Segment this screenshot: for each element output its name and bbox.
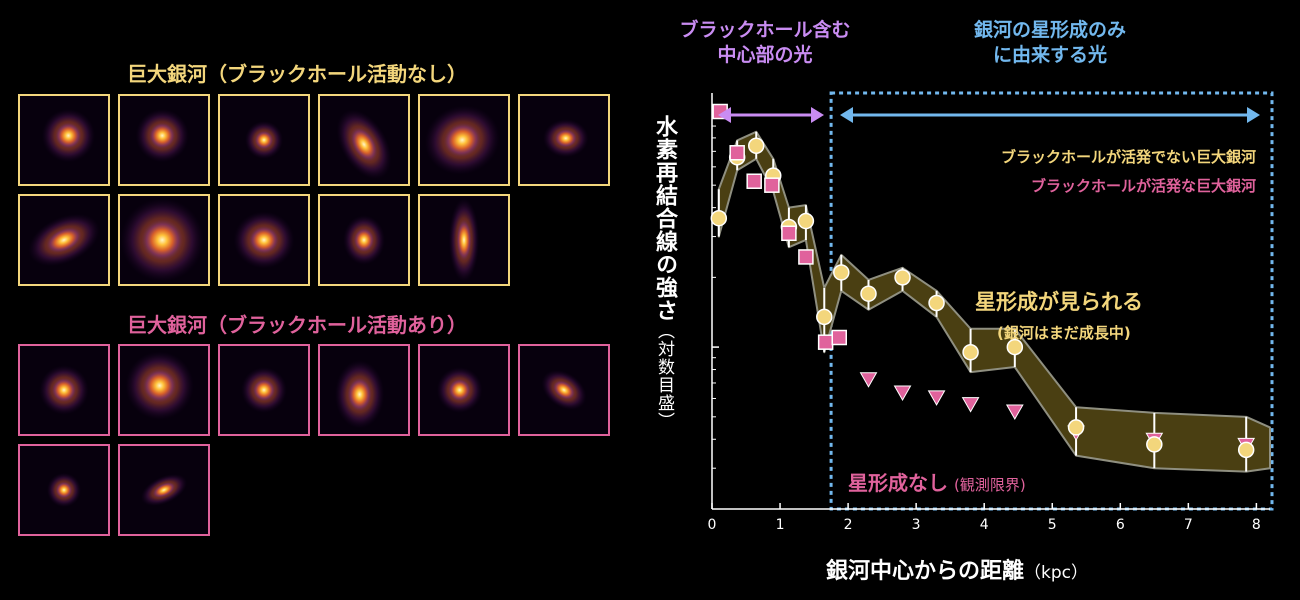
galaxy-thumbnail (318, 194, 410, 286)
galaxy-thumbnail (318, 344, 410, 436)
x-tick-label: 4 (980, 517, 989, 533)
galaxy-thumbnail (218, 344, 310, 436)
galaxy-thumbnail (18, 194, 110, 286)
active-data-point (764, 177, 780, 193)
upper-limit-marker (961, 397, 980, 413)
x-axis-label-unit: （kpc） (1024, 563, 1088, 583)
galaxy-thumbnail (118, 444, 210, 536)
annotation-no-star-formation: 星形成なし (観測限界) (848, 467, 1026, 496)
y-axis-label: 水素再結合線の強さ（対数目盛） (648, 115, 680, 430)
galaxy-thumbnail (218, 194, 310, 286)
galaxy-thumbnail (118, 194, 210, 286)
x-tick-label: 3 (912, 517, 921, 533)
core-light-header-line1: ブラックホール含む (679, 19, 851, 41)
star-formation-header-line1: 銀河の星形成のみ (973, 19, 1126, 41)
inactive-data-point (1146, 436, 1163, 453)
star-formation-header: 銀河の星形成のみ に由来する光 (920, 18, 1180, 68)
star-formation-header-line2: に由来する光 (992, 44, 1107, 66)
x-axis-label: 銀河中心からの距離（kpc） (826, 553, 1088, 585)
x-tick-label: 0 (708, 517, 717, 533)
galaxy-thumbnail (418, 194, 510, 286)
galaxy-thumbnail (18, 344, 110, 436)
x-tick-label: 7 (1184, 517, 1193, 533)
galaxy-thumbnail (18, 444, 110, 536)
y-axis-label-main: 水素再結合線の強さ (652, 115, 677, 322)
galaxy-thumbnail (418, 344, 510, 436)
star-formation-region-arrow (840, 107, 1260, 123)
active-data-point (781, 225, 797, 242)
galaxy-thumbnail (118, 344, 210, 436)
upper-limit-marker (927, 390, 946, 406)
inactive-group-title: 巨大銀河（ブラックホール活動なし） (127, 62, 467, 86)
x-tick-label: 5 (1048, 517, 1057, 533)
active-data-point (831, 329, 848, 346)
core-light-header: ブラックホール含む 中心部の光 (640, 18, 890, 68)
galaxy-thumbnail (518, 344, 610, 436)
active-data-point (798, 249, 814, 265)
inactive-data-point (747, 137, 765, 154)
inactive-data-point (710, 209, 728, 227)
legend-inactive: ブラックホールが活発でない巨大銀河 (1000, 148, 1256, 166)
x-tick-label: 8 (1252, 517, 1261, 533)
active-group-title: 巨大銀河（ブラックホール活動あり） (127, 313, 467, 337)
upper-limit-marker (1005, 404, 1024, 420)
annotation-no-star-formation-main: 星形成なし (848, 471, 948, 495)
x-tick-label: 6 (1116, 517, 1125, 533)
upper-limit-marker (859, 372, 878, 388)
annotation-star-formation: 星形成が見られる (975, 290, 1143, 314)
galaxy-thumbnail (118, 94, 210, 186)
inactive-data-point (1006, 338, 1024, 356)
inactive-data-point (797, 212, 815, 230)
core-light-header-line2: 中心部の光 (717, 44, 813, 66)
galaxy-thumbnail (518, 94, 610, 186)
galaxy-thumbnail (318, 94, 410, 186)
y-axis-label-sub: （対数目盛） (654, 322, 674, 430)
galaxy-thumbnail (418, 94, 510, 186)
x-axis-label-main: 銀河中心からの距離 (826, 559, 1025, 584)
legend-active: ブラックホールが活発な巨大銀河 (1030, 177, 1256, 195)
x-tick-label: 2 (844, 517, 853, 533)
inactive-data-point (1067, 419, 1085, 436)
inactive-data-point (833, 264, 850, 281)
inactive-data-point (894, 269, 911, 286)
x-tick-label: 1 (776, 517, 785, 533)
annotation-no-star-formation-sub: (観測限界) (954, 476, 1026, 494)
inactive-data-point (928, 294, 945, 312)
annotation-star-formation-sub: (銀河はまだ成長中) (997, 324, 1131, 342)
active-data-point (817, 334, 834, 350)
core-region-arrow (718, 107, 824, 123)
active-data-point (729, 145, 745, 161)
inactive-data-point (816, 308, 833, 326)
upper-limit-marker (893, 385, 912, 401)
inactive-data-point (860, 285, 877, 302)
galaxy-thumbnail (18, 94, 110, 186)
inactive-data-point (1237, 441, 1255, 459)
inactive-data-point (962, 343, 979, 361)
active-data-point (746, 173, 762, 189)
galaxy-thumbnail (218, 94, 310, 186)
